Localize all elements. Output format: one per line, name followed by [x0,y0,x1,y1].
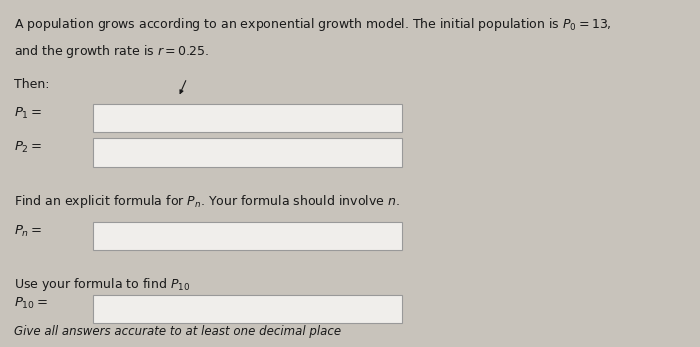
FancyBboxPatch shape [93,104,402,132]
Text: A population grows according to an exponential growth model. The initial populat: A population grows according to an expon… [14,16,612,33]
Text: $P_n =$: $P_n =$ [14,223,43,239]
Text: Give all answers accurate to at least one decimal place: Give all answers accurate to at least on… [14,325,341,338]
Text: Then:: Then: [14,78,50,91]
FancyBboxPatch shape [93,138,402,167]
Text: $P_2 =$: $P_2 =$ [14,140,43,155]
Text: Find an explicit formula for $P_n$. Your formula should involve $n$.: Find an explicit formula for $P_n$. Your… [14,193,400,210]
FancyBboxPatch shape [93,295,402,323]
Text: Use your formula to find $P_{10}$: Use your formula to find $P_{10}$ [14,276,190,293]
FancyBboxPatch shape [93,222,402,250]
Text: $P_{10} =$: $P_{10} =$ [14,296,48,312]
Text: and the growth rate is $r = 0.25$.: and the growth rate is $r = 0.25$. [14,43,209,60]
Text: $P_1 =$: $P_1 =$ [14,105,43,121]
